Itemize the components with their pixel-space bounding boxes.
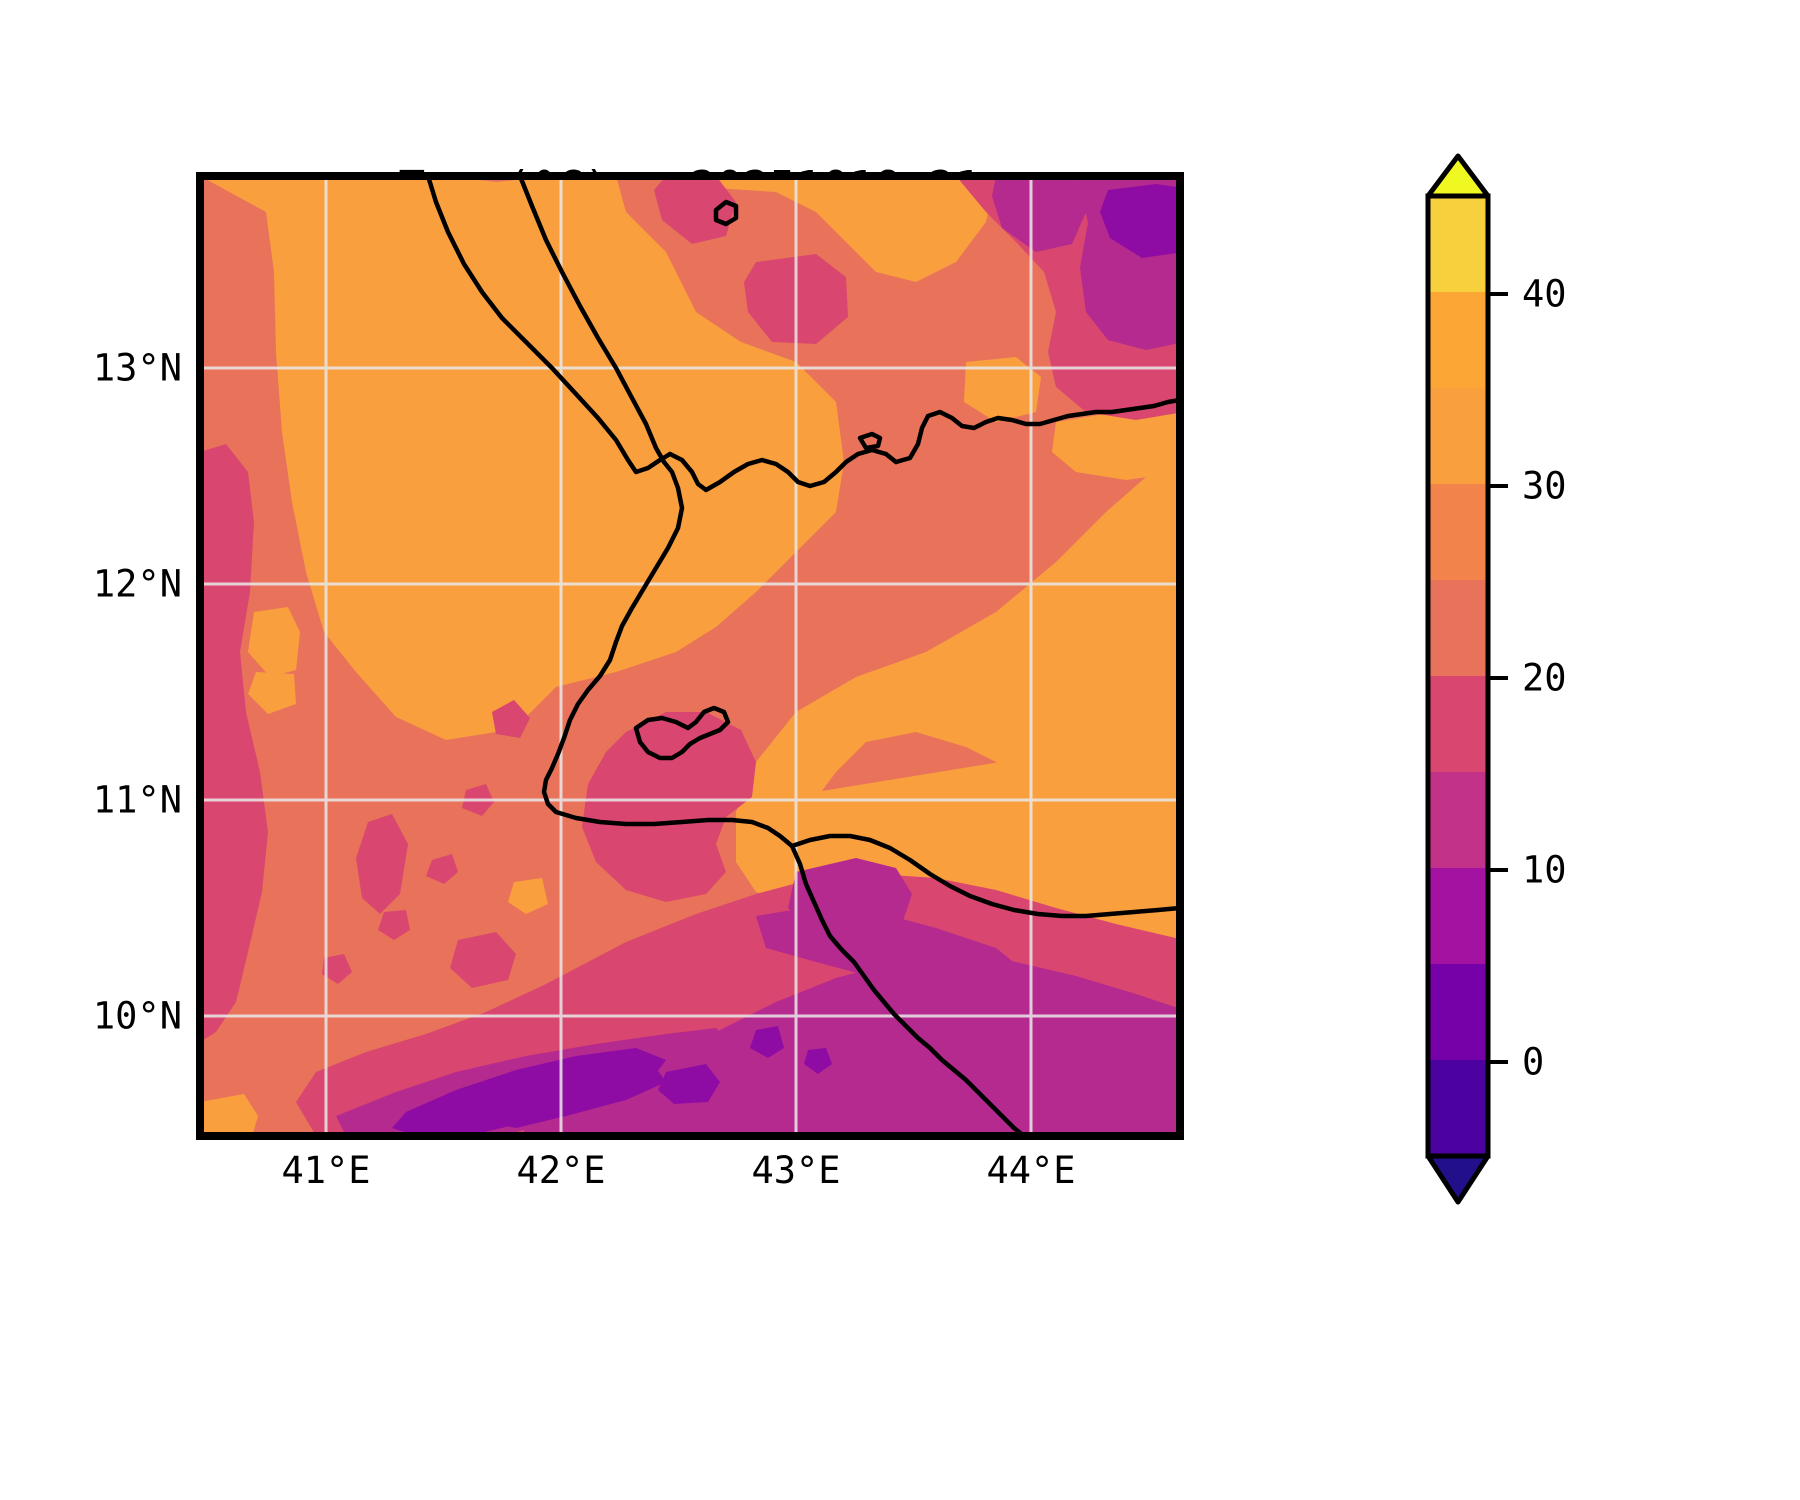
colorbar-extend-bottom (1425, 1153, 1491, 1205)
colorbar-band-40-45 (1428, 196, 1488, 292)
island-marker-2 (857, 431, 883, 451)
border-ethiopia-somalia (789, 843, 1027, 1136)
contour-band-20-25-dot-d (356, 814, 408, 914)
colorbar-band-30-35-a (1428, 388, 1488, 484)
contour-band-10-15-ne-tip (1100, 184, 1180, 258)
ytick-label-13N: 13°N (92, 346, 182, 390)
colorbar-tickmark-20 (1490, 676, 1508, 680)
map-axes (196, 172, 1184, 1140)
colorbar-band-20-25 (1428, 676, 1488, 772)
gridline-layer (200, 176, 1180, 1136)
colorbar: 40 30 20 10 0 (1418, 150, 1678, 1210)
contour-band-20-25-dot-e (378, 910, 410, 940)
xtick-label-43E: 43°E (751, 1149, 841, 1192)
contour-band-30-35-gulf-fill (778, 732, 1180, 962)
colorbar-gradient (1425, 153, 1491, 1205)
coastline-north-shore (667, 447, 899, 493)
contour-band-20-25-patch-top (654, 176, 736, 244)
contour-band-30-35-northwest (200, 176, 844, 740)
xtick-label-42E: 42°E (516, 1149, 606, 1192)
xtick-label-44E: 44°E (986, 1149, 1076, 1192)
contour-band-10-15-ridge2 (484, 1068, 666, 1128)
border-ethiopia-djibouti-north (517, 176, 667, 465)
contour-band-20-25-central-east (582, 712, 756, 902)
ytick-label-10N: 10°N (92, 994, 182, 1038)
contour-band-30-35-north-coast (666, 176, 996, 282)
colorbar-band-10-15 (1428, 868, 1488, 964)
coastline-layer (425, 176, 1180, 1136)
contour-band-30-35-gulf-of-aden (736, 463, 1180, 952)
colorbar-band-35-40 (1428, 292, 1488, 388)
colorbar-tickmark-10 (1490, 868, 1508, 872)
colorbar-tick-label-30: 30 (1522, 464, 1567, 508)
xtick-label-41E: 41°E (281, 1149, 371, 1192)
colorbar-band-0-5 (1428, 1060, 1488, 1156)
contour-band-10-15-patch-a (658, 1064, 720, 1104)
border-djibouti-south (553, 809, 795, 849)
ytick-label-11N: 11°N (92, 778, 182, 822)
colorbar-extend-top (1425, 153, 1491, 199)
colorbar-tick-label-0: 0 (1522, 1040, 1545, 1084)
colorbar-tick-label-20: 20 (1522, 656, 1567, 700)
border-djibouti-west (541, 459, 685, 815)
contour-band-20-25-patch-s1 (450, 932, 516, 988)
gulf-of-tadjoura (633, 705, 731, 761)
contour-band-10-15-ridge (392, 1048, 666, 1136)
contour-band-30-35-patch-a (248, 607, 300, 677)
colorbar-tickmark-0 (1490, 1060, 1508, 1064)
island-marker-1 (713, 199, 739, 227)
contour-band-20-25-west-edge (200, 444, 268, 1042)
colorbar-band-30-35 (1428, 484, 1488, 580)
coastline-arabian (893, 397, 1180, 465)
contour-band-30-35-patch-e (964, 357, 1041, 422)
contour-band-10-15-patch-c (804, 1048, 832, 1074)
colorbar-tickmark-40 (1490, 292, 1508, 296)
colorbar-band-5-10 (1428, 964, 1488, 1060)
contour-band-15-20-ne-corner2 (992, 176, 1086, 252)
contour-band-30-35-ne-strip (1052, 404, 1180, 480)
colorbar-outline (1425, 193, 1491, 1159)
contour-band-20-25-patch-s2 (322, 954, 352, 984)
coastline-red-sea-west (425, 176, 673, 475)
contour-band-30-35-patch-b (248, 672, 296, 714)
contour-band-20-25-dot-c (492, 700, 530, 738)
contour-map (200, 176, 1180, 1136)
contour-band-10-15-patch-b (750, 1026, 784, 1058)
coastline-somaliland (789, 833, 1180, 919)
ytick-label-12N: 12°N (92, 562, 182, 606)
colorbar-tick-label-10: 10 (1522, 848, 1567, 892)
contour-fill-layer (200, 176, 1180, 1136)
colorbar-tickmark-30 (1490, 484, 1508, 488)
contour-band-20-25-dot-b (426, 854, 458, 884)
contour-band-30-35-sw-corner (200, 1094, 258, 1136)
colorbar-band-15-20 (1428, 772, 1488, 868)
colorbar-tick-label-40: 40 (1522, 272, 1567, 316)
colorbar-band-25-30 (1428, 580, 1488, 676)
contour-band-30-35-patch-c (508, 878, 548, 914)
